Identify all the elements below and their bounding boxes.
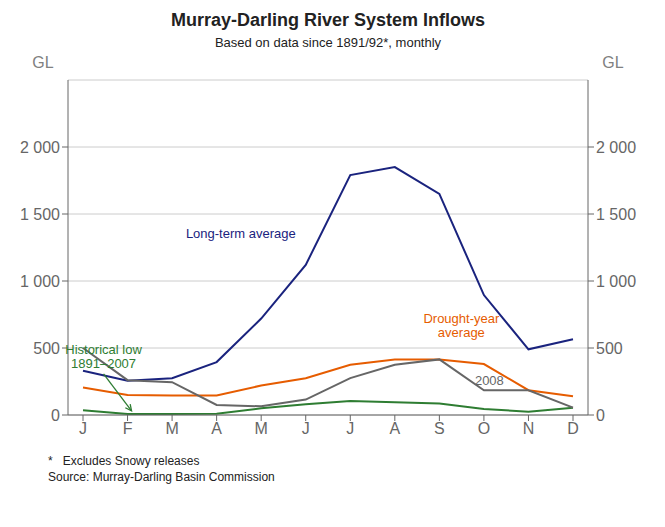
svg-text:500: 500 [596,340,623,357]
svg-text:M: M [255,420,268,437]
svg-text:500: 500 [33,340,60,357]
svg-text:J: J [302,420,310,437]
svg-text:2008: 2008 [475,373,504,388]
svg-text:2 000: 2 000 [596,139,636,156]
svg-text:0: 0 [51,407,60,424]
svg-text:2 000: 2 000 [20,139,60,156]
html-text:Murray-Darling River System In: Murray-Darling River System Inflows [171,10,485,30]
svg-text:D: D [567,420,579,437]
svg-text:GL: GL [602,54,623,71]
svg-text:J: J [79,420,87,437]
svg-text:GL: GL [32,54,53,71]
svg-text:S: S [434,420,445,437]
svg-text:1 000: 1 000 [20,273,60,290]
html-text:Source: Murray-Darling Basin C: Source: Murray-Darling Basin Commission [48,470,275,484]
svg-text:0: 0 [596,407,605,424]
svg-text:O: O [478,420,490,437]
svg-text:A: A [211,420,222,437]
svg-text:A: A [389,420,400,437]
svg-text:Long-term average: Long-term average [186,225,296,240]
html-text:* Excludes Snowy releases: * Excludes Snowy releases [48,454,200,468]
svg-text:N: N [523,420,535,437]
svg-text:M: M [165,420,178,437]
svg-text:Drought-yearaverage: Drought-yearaverage [423,311,500,340]
svg-text:J: J [346,420,354,437]
svg-text:Historical low1891–2007: Historical low1891–2007 [65,342,142,371]
svg-text:1 500: 1 500 [20,206,60,223]
svg-text:1 500: 1 500 [596,206,636,223]
svg-text:1 000: 1 000 [596,273,636,290]
svg-text:F: F [123,420,133,437]
html-text:Based on data since 1891/92*,: Based on data since 1891/92*, monthly [214,35,442,50]
